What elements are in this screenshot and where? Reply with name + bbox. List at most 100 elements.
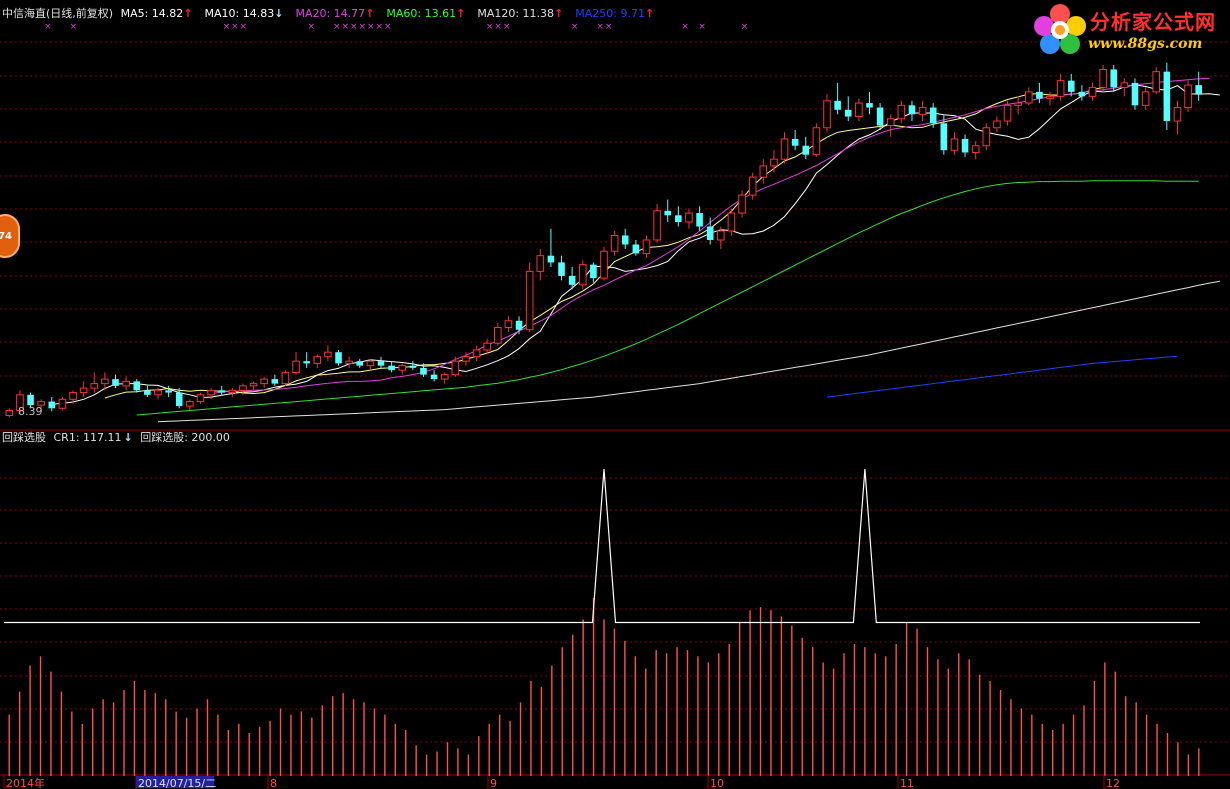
candle-body-down xyxy=(271,379,279,384)
candle-body-down xyxy=(1110,69,1118,88)
candle-body-up xyxy=(1088,86,1097,97)
candle-body-down xyxy=(940,123,948,151)
arrow-up-icon: ↑ xyxy=(645,7,655,20)
candle-body-down xyxy=(802,145,810,155)
candle-body-up xyxy=(812,127,821,156)
signal-marker: × xyxy=(375,22,383,32)
candle-body-down xyxy=(706,226,714,240)
candle-body-up xyxy=(398,365,407,371)
candle-body-up xyxy=(993,120,1001,129)
candle-layer xyxy=(5,62,1202,418)
ma-label: MA20: 14.77 xyxy=(295,7,366,20)
candle-body-up xyxy=(79,387,88,394)
ma-label: MA5: 14.82 xyxy=(120,7,184,20)
signal-marker: × xyxy=(503,22,511,32)
candle-body-down xyxy=(335,352,342,364)
candle-body-down xyxy=(664,210,672,216)
ma-item: MA250: 9.71↑ xyxy=(575,7,658,20)
signal-marker: × xyxy=(333,22,341,32)
candle-body-down xyxy=(961,138,969,153)
ma10-line xyxy=(104,86,1104,399)
candle-body-up xyxy=(578,264,587,286)
low-price-label: 8.39 xyxy=(18,405,43,418)
signal-marker: × xyxy=(350,22,358,32)
cr1-arrow-icon: ↓ xyxy=(123,431,133,444)
candle-body-up xyxy=(886,118,895,127)
logo-title: 分析家公式网 xyxy=(1090,10,1216,34)
ma-label: MA60: 13.61 xyxy=(386,7,457,20)
signal-marker: × xyxy=(681,22,689,32)
signal-marker: × xyxy=(240,22,248,32)
signal-marker: × xyxy=(494,22,502,32)
arrow-up-icon: ↑ xyxy=(183,7,193,20)
arrow-up-icon: ↑ xyxy=(554,7,564,20)
logo-url: www.88gs.com xyxy=(1088,36,1203,52)
candle-body-up xyxy=(249,383,258,387)
candle-body-up xyxy=(653,210,661,241)
date-highlight xyxy=(136,776,214,788)
signal-value: 回踩选股: 200.00 xyxy=(140,431,230,444)
candle-body-down xyxy=(515,320,523,330)
signal-marker: × xyxy=(486,22,494,32)
candle-body-up xyxy=(462,356,470,362)
candle-body-up xyxy=(525,270,534,331)
signal-line xyxy=(4,468,1200,624)
candle-body-up xyxy=(207,389,215,396)
x-tick-label: 2014/07/15/二 xyxy=(138,777,216,789)
candle-body-up xyxy=(440,374,449,380)
candle-body-down xyxy=(696,213,703,227)
cr1-value: CR1: 117.11 xyxy=(53,431,122,444)
candle-body-down xyxy=(834,100,841,110)
ma120-line xyxy=(157,280,1220,423)
candle-body-up xyxy=(260,378,268,385)
candle-body-up xyxy=(345,360,353,364)
candle-body-up xyxy=(685,212,693,223)
candle-body-down xyxy=(218,390,225,393)
candle-body-down xyxy=(133,381,141,391)
candle-body-up xyxy=(770,158,778,167)
candle-body-down xyxy=(558,262,565,276)
x-tick-label: 8 xyxy=(270,777,277,789)
candle-body-up xyxy=(1046,95,1054,100)
candle-body-up xyxy=(855,102,863,118)
candle-body-down xyxy=(144,390,151,395)
candle-body-up xyxy=(1014,102,1022,106)
signal-marker: × xyxy=(741,22,749,32)
stock-name: 中信海直(日线,前复权) xyxy=(2,7,114,20)
candle-body-up xyxy=(504,320,513,329)
candle-body-down xyxy=(866,103,873,108)
candle-body-down xyxy=(430,374,438,380)
candle-body-down xyxy=(303,361,310,364)
signal-marker: × xyxy=(596,22,604,32)
side-badge[interactable]: 74 xyxy=(0,214,20,258)
candle-body-up xyxy=(37,401,45,406)
arrow-up-icon: ↑ xyxy=(456,7,466,20)
x-tick-label: 10 xyxy=(710,777,724,789)
signal-marker: × xyxy=(698,22,706,32)
candle-body-up xyxy=(16,394,24,412)
ma-item: MA10: 14.83↓ xyxy=(205,7,288,20)
signal-marker: × xyxy=(358,22,366,32)
marker-layer: × × × × × × × × × × × × × × × × × × × × × × xyxy=(44,22,748,32)
candle-body-up xyxy=(239,385,247,391)
candle-body-down xyxy=(409,365,417,368)
signal-marker: × xyxy=(571,22,579,32)
candle-body-down xyxy=(420,367,427,375)
signal-marker: × xyxy=(367,22,375,32)
x-axis: 2014年 2014/07/15/二 8 9 10 11 12 xyxy=(3,775,1120,789)
candle-body-down xyxy=(388,365,395,371)
candle-body-up xyxy=(196,394,205,403)
candle-body-down xyxy=(791,138,799,146)
candle-body-up xyxy=(748,176,757,196)
candle-body-down xyxy=(844,109,852,117)
candle-body-up xyxy=(154,389,162,396)
ma60-line xyxy=(136,180,1199,416)
candle-body-down xyxy=(27,394,34,406)
x-tick-label: 12 xyxy=(1106,777,1120,789)
candle-body-up xyxy=(536,255,545,272)
ma-item: MA20: 14.77↑ xyxy=(295,7,378,20)
candle-body-up xyxy=(1120,82,1129,88)
candle-body-up xyxy=(5,410,14,416)
candle-body-up xyxy=(1141,91,1150,106)
